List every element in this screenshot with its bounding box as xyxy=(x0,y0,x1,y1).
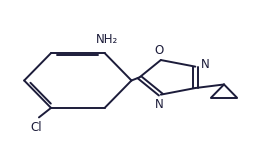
Text: N: N xyxy=(201,58,210,71)
Text: Cl: Cl xyxy=(30,121,42,134)
Text: NH₂: NH₂ xyxy=(96,33,118,46)
Text: N: N xyxy=(155,98,164,111)
Text: O: O xyxy=(155,43,164,57)
